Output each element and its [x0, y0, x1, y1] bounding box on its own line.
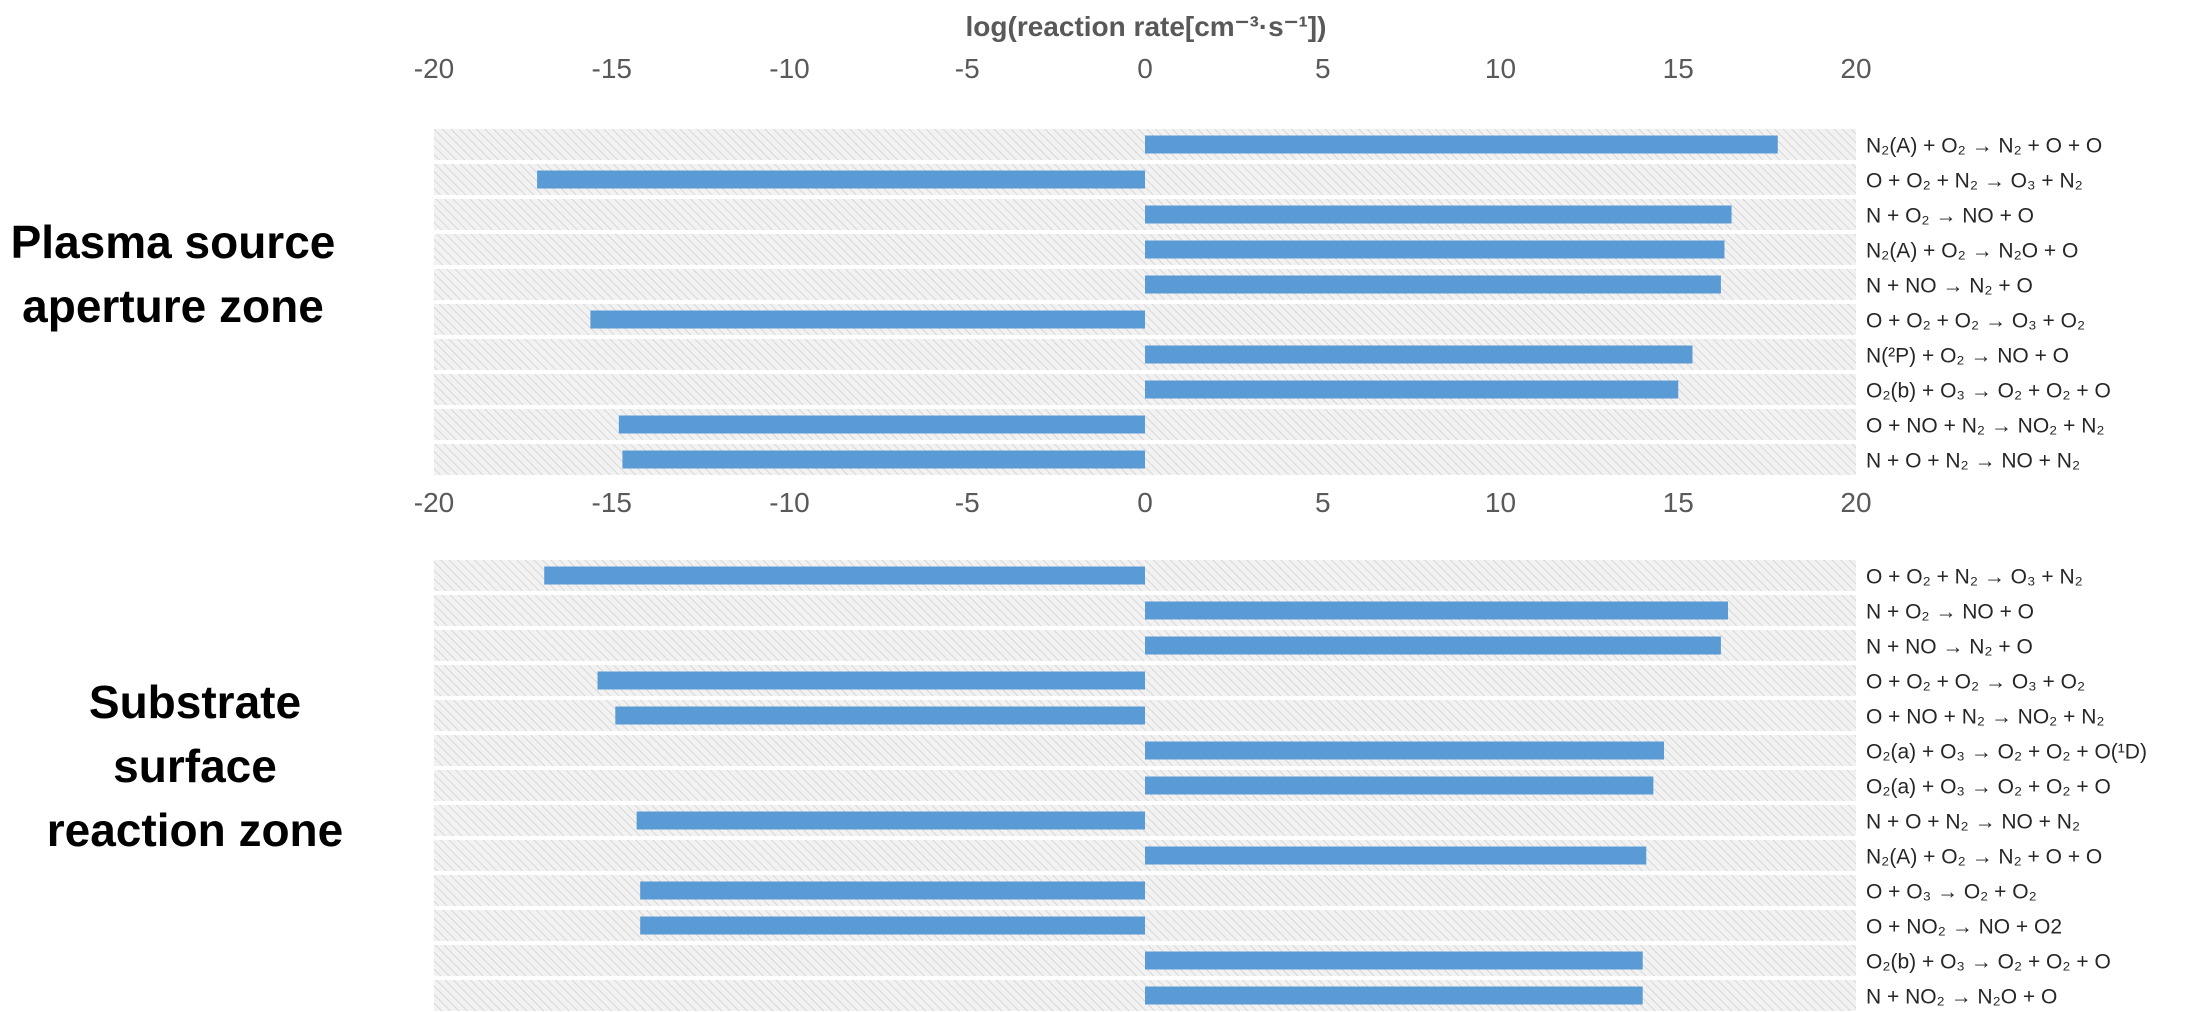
plot-area: -20 -15 -10 -5 0 5 10 15 20 N₂(A) + O₂ → N₂ + O +… [414, 53, 2147, 1011]
reaction-label: O + O₂ + N₂ → O₃ + N₂ [1866, 170, 2083, 193]
bar [544, 566, 1145, 585]
reaction-label: N(²P) + O₂ → NO + O [1866, 345, 2069, 368]
x-tick-label: 0 [1137, 487, 1153, 518]
bar [615, 706, 1145, 725]
bar [1145, 135, 1778, 154]
bar [597, 671, 1145, 690]
bar [1145, 636, 1721, 655]
bar [1145, 275, 1721, 294]
bar [1145, 380, 1679, 399]
zone-label-line: Plasma source [10, 216, 336, 268]
x-tick-label: -20 [414, 487, 454, 518]
bar [636, 811, 1145, 830]
x-tick-label: 0 [1137, 53, 1153, 84]
x-tick-label: 20 [1840, 487, 1871, 518]
reaction-label: O₂(b) + O₃ → O₂ + O₂ + O [1866, 951, 2111, 974]
reaction-label: N + O + N₂ → NO + N₂ [1866, 450, 2080, 473]
bar [1145, 951, 1643, 970]
zone-label-plasma-source: Plasma source aperture zone [0, 210, 346, 338]
zone-label-substrate-surface: Substrate surface reaction zone [20, 670, 370, 862]
x-tick-label: 15 [1663, 53, 1694, 84]
reaction-label: O + O₃ → O₂ + O₂ [1866, 881, 2037, 904]
reaction-label: N + O₂ → NO + O [1866, 601, 2034, 624]
reaction-label: O + NO₂ → NO + O2 [1866, 916, 2062, 939]
x-tick-label: -5 [955, 53, 980, 84]
reaction-label: O₂(b) + O₃ → O₂ + O₂ + O [1866, 380, 2111, 403]
x-tick-label: -20 [414, 53, 454, 84]
reaction-label: N + O₂ → NO + O [1866, 205, 2034, 228]
reaction-label: O₂(a) + O₃ → O₂ + O₂ + O(¹D) [1866, 741, 2147, 764]
x-tick-label: 15 [1663, 487, 1694, 518]
x-tick-label: -15 [592, 53, 632, 84]
bar [1145, 741, 1665, 760]
bar [1145, 345, 1693, 364]
bar [590, 310, 1145, 329]
x-tick-label: 5 [1315, 487, 1331, 518]
zone-label-line: reaction zone [46, 804, 344, 856]
x-tick-label: 20 [1840, 53, 1871, 84]
reaction-label: N₂(A) + O₂ → N₂ + O + O [1866, 846, 2102, 869]
bar [640, 881, 1145, 900]
axis-title: log(reaction rate[cm⁻³·s⁻¹]) [966, 11, 1327, 42]
x-tick-label: -5 [955, 487, 980, 518]
reaction-label: O + O₂ + O₂ → O₃ + O₂ [1866, 310, 2085, 333]
reaction-label: N + NO₂ → N₂O + O [1866, 986, 2057, 1009]
reaction-label: N₂(A) + O₂ → N₂ + O + O [1866, 135, 2102, 158]
x-tick-label: -10 [769, 487, 809, 518]
zone-label-line: Substrate [88, 676, 302, 728]
x-tick-label: -15 [592, 487, 632, 518]
bar [1145, 601, 1729, 620]
bar [622, 450, 1145, 469]
x-tick-label: -10 [769, 53, 809, 84]
bar [640, 916, 1145, 935]
bar [618, 415, 1145, 434]
reaction-label: O + O₂ + N₂ → O₃ + N₂ [1866, 566, 2083, 589]
reaction-label: N + NO → N₂ + O [1866, 636, 2033, 659]
x-tick-label: 10 [1485, 53, 1516, 84]
reaction-label: O + NO + N₂ → NO₂ + N₂ [1866, 706, 2105, 729]
zone-label-line: surface [113, 740, 277, 792]
reaction-label: N + O + N₂ → NO + N₂ [1866, 811, 2080, 834]
x-tick-label: 5 [1315, 53, 1331, 84]
bar [1145, 205, 1732, 224]
bar [1145, 240, 1725, 259]
bar [1145, 986, 1643, 1005]
zone-label-line: aperture zone [22, 280, 324, 332]
bar [1145, 776, 1654, 795]
x-tick-label: 10 [1485, 487, 1516, 518]
reaction-label: O + NO + N₂ → NO₂ + N₂ [1866, 415, 2105, 438]
bar [537, 170, 1145, 189]
reaction-label: N + NO → N₂ + O [1866, 275, 2033, 298]
bar [1145, 846, 1647, 865]
reaction-label: O₂(a) + O₃ → O₂ + O₂ + O [1866, 776, 2111, 799]
reaction-label: O + O₂ + O₂ → O₃ + O₂ [1866, 671, 2085, 694]
reaction-label: N₂(A) + O₂ → N₂O + O [1866, 240, 2078, 263]
